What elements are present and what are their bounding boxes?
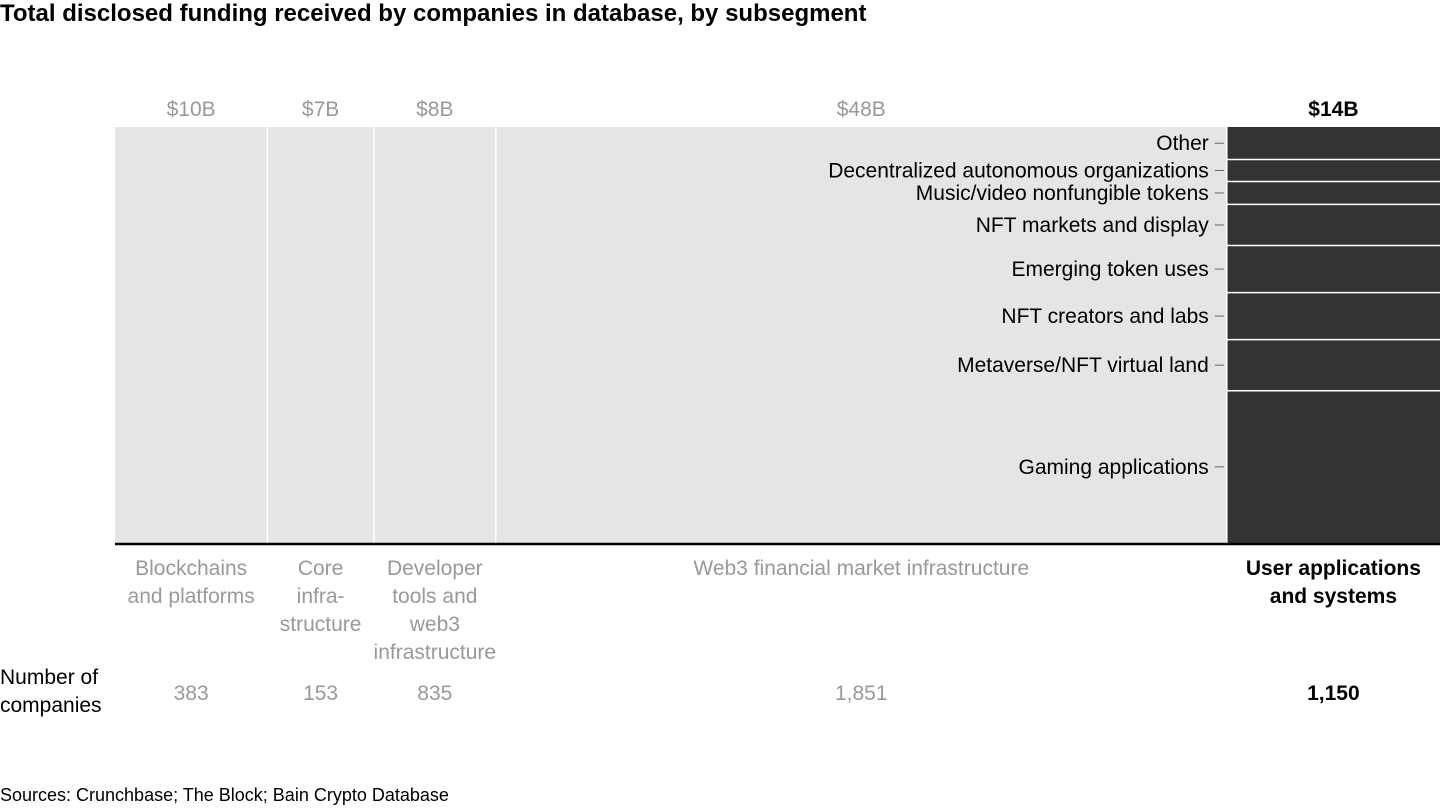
segment-value-label: $14B bbox=[1308, 98, 1358, 121]
segment-category-label: structure bbox=[280, 613, 362, 636]
subsegment-label: NFT creators and labs bbox=[1001, 305, 1208, 328]
segment-category-label: Web3 financial market infrastructure bbox=[693, 557, 1029, 580]
segment-value-label: $10B bbox=[167, 98, 216, 121]
segment-bar bbox=[373, 127, 496, 543]
company-count: 1,851 bbox=[835, 682, 888, 705]
subsegment-label: Decentralized autonomous organizations bbox=[828, 159, 1209, 182]
segment-category-label: Blockchains bbox=[135, 557, 247, 580]
segment-category-label: web3 bbox=[409, 613, 460, 636]
subsegment-label: Other bbox=[1156, 132, 1209, 155]
segment-category-label: tools and bbox=[392, 585, 477, 608]
segment-category-label: infrastructure bbox=[374, 641, 497, 664]
segment-category-label: and platforms bbox=[128, 585, 255, 608]
source-note: Sources: Crunchbase; The Block; Bain Cry… bbox=[0, 785, 449, 805]
subsegment-label: NFT markets and display bbox=[976, 214, 1210, 237]
subsegment-label: Music/video nonfungible tokens bbox=[916, 182, 1209, 205]
chart-title: Total disclosed funding received by comp… bbox=[0, 0, 867, 27]
row-label-number-of-companies: Number of companies bbox=[0, 664, 102, 720]
segment-category-label: infra- bbox=[297, 585, 345, 608]
company-count: 383 bbox=[174, 682, 209, 705]
segment-bar bbox=[115, 127, 268, 543]
company-count: 835 bbox=[417, 682, 452, 705]
row-label-line: Number of bbox=[0, 666, 99, 689]
marimekko-chart: Other Decentralized autonomous organizati… bbox=[115, 98, 1440, 705]
subsegment-label: Metaverse/NFT virtual land bbox=[957, 354, 1209, 377]
segment-category-label: and systems bbox=[1270, 585, 1397, 608]
segment-value-label: $7B bbox=[302, 98, 339, 121]
company-count: 1,150 bbox=[1307, 682, 1360, 705]
company-count: 153 bbox=[303, 682, 338, 705]
segment-category-label: Core bbox=[298, 557, 344, 580]
segment-value-label: $48B bbox=[837, 98, 886, 121]
segment-bar bbox=[1226, 127, 1440, 543]
segment-value-label: $8B bbox=[416, 98, 453, 121]
segment-bar bbox=[267, 127, 374, 543]
subsegment-label: Emerging token uses bbox=[1012, 258, 1209, 281]
subsegment-label: Gaming applications bbox=[1019, 456, 1209, 479]
segment-bar bbox=[495, 127, 1227, 543]
segment-category-label: User applications bbox=[1246, 557, 1421, 580]
segment-category-label: Developer bbox=[387, 557, 483, 580]
row-label-line: companies bbox=[0, 694, 102, 717]
